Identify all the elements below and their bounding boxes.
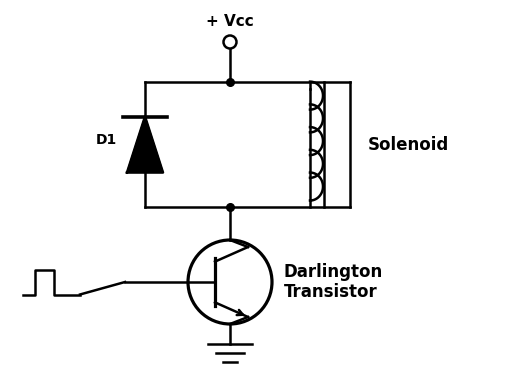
Text: D1: D1 [96,132,117,147]
Text: Solenoid: Solenoid [368,136,449,154]
Text: + Vcc: + Vcc [206,15,254,29]
Polygon shape [127,116,163,172]
Text: Darlington
Transistor: Darlington Transistor [284,263,383,301]
